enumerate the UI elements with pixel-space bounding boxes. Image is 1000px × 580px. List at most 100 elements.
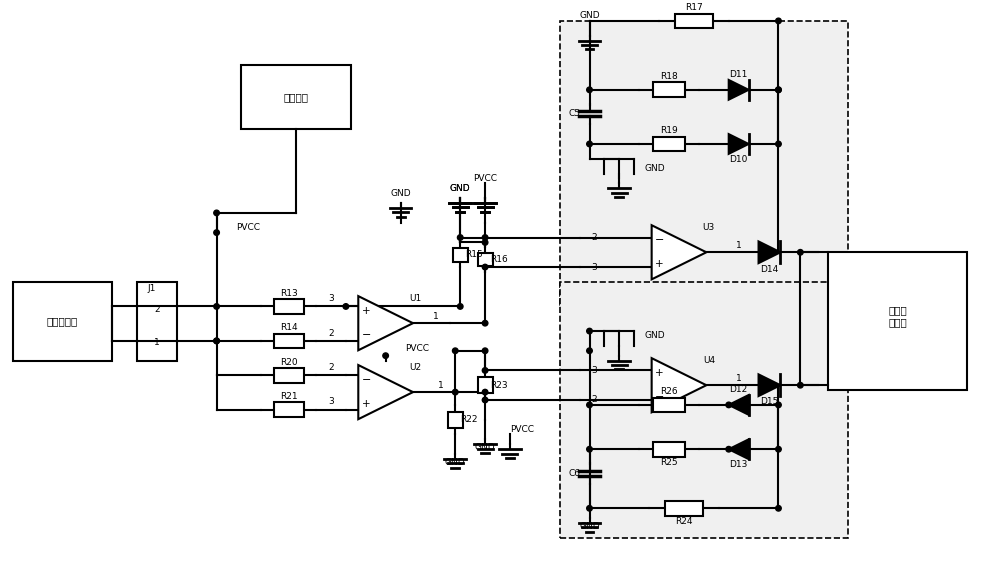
Circle shape <box>482 389 488 395</box>
Text: 3: 3 <box>592 366 597 375</box>
Text: GND: GND <box>579 12 600 20</box>
Text: R16: R16 <box>490 255 507 264</box>
Circle shape <box>457 235 463 240</box>
Bar <box>653 442 685 456</box>
Text: 2: 2 <box>328 328 334 338</box>
Circle shape <box>214 230 219 235</box>
Text: +: + <box>362 399 371 409</box>
Text: GND: GND <box>445 458 466 466</box>
Text: PVCC: PVCC <box>510 425 534 434</box>
Text: GND: GND <box>579 521 600 531</box>
Text: GND: GND <box>644 332 665 340</box>
Text: +: + <box>655 259 664 269</box>
Bar <box>653 82 685 97</box>
Text: U2: U2 <box>409 363 422 372</box>
Text: 3: 3 <box>592 263 597 271</box>
Circle shape <box>482 368 488 373</box>
Text: 3: 3 <box>328 397 334 407</box>
Text: 2: 2 <box>592 396 597 404</box>
Circle shape <box>482 264 488 270</box>
Polygon shape <box>729 134 749 154</box>
Text: −: − <box>362 375 371 385</box>
Bar <box>453 248 468 262</box>
Circle shape <box>587 328 592 334</box>
Circle shape <box>482 348 488 353</box>
Polygon shape <box>729 440 749 459</box>
Circle shape <box>776 18 781 24</box>
Bar <box>653 136 685 151</box>
Text: GND: GND <box>450 184 471 193</box>
Text: 1: 1 <box>736 241 742 250</box>
Text: 2: 2 <box>328 363 334 372</box>
Circle shape <box>776 141 781 147</box>
Polygon shape <box>652 225 706 280</box>
Text: −: − <box>655 392 664 403</box>
Text: C6: C6 <box>569 469 581 478</box>
Text: U4: U4 <box>703 356 715 365</box>
Text: PVCC: PVCC <box>236 223 260 232</box>
Text: R13: R13 <box>280 289 298 298</box>
Polygon shape <box>759 374 780 396</box>
Circle shape <box>452 348 458 353</box>
Text: R15: R15 <box>465 250 483 259</box>
Text: 1: 1 <box>154 338 160 347</box>
Circle shape <box>457 304 463 309</box>
Text: R19: R19 <box>660 126 678 135</box>
Text: GND: GND <box>644 164 665 173</box>
Circle shape <box>214 338 219 344</box>
Bar <box>448 412 463 428</box>
Circle shape <box>776 506 781 511</box>
Bar <box>274 368 304 383</box>
Text: D11: D11 <box>729 70 748 78</box>
Circle shape <box>587 141 592 147</box>
Circle shape <box>383 353 388 358</box>
Text: D15: D15 <box>760 397 779 407</box>
Text: R23: R23 <box>490 380 507 390</box>
Text: GND: GND <box>475 443 495 452</box>
Text: 1: 1 <box>736 374 742 383</box>
Circle shape <box>776 87 781 93</box>
Text: 3: 3 <box>328 294 334 303</box>
Text: R20: R20 <box>280 358 297 367</box>
Text: GND: GND <box>450 184 471 193</box>
Circle shape <box>798 249 803 255</box>
Text: GND: GND <box>390 188 411 198</box>
Text: PVCC: PVCC <box>473 174 497 183</box>
Text: C5: C5 <box>569 110 581 118</box>
Polygon shape <box>759 241 780 263</box>
Bar <box>478 253 493 266</box>
Text: +: + <box>655 368 664 378</box>
Circle shape <box>587 348 592 353</box>
Circle shape <box>726 402 732 408</box>
Circle shape <box>776 87 781 93</box>
Text: J1: J1 <box>147 284 155 293</box>
Text: R25: R25 <box>660 458 678 467</box>
Text: 线圈驱
动电路: 线圈驱 动电路 <box>888 306 907 327</box>
Text: 2: 2 <box>154 305 160 314</box>
Bar <box>13 282 112 361</box>
Circle shape <box>452 389 458 395</box>
Circle shape <box>343 304 349 309</box>
Text: 2: 2 <box>592 233 597 242</box>
Text: U1: U1 <box>409 294 422 303</box>
Text: R21: R21 <box>280 392 297 401</box>
Bar <box>274 299 304 314</box>
Text: D14: D14 <box>760 264 779 274</box>
Text: D13: D13 <box>729 461 748 469</box>
Bar <box>675 13 713 28</box>
Polygon shape <box>729 395 749 415</box>
Text: 外部控制源: 外部控制源 <box>47 316 78 326</box>
Circle shape <box>587 402 592 408</box>
Circle shape <box>587 87 592 93</box>
Text: D12: D12 <box>730 385 748 394</box>
Text: 1: 1 <box>437 380 443 390</box>
Text: R24: R24 <box>675 517 693 526</box>
Circle shape <box>482 397 488 403</box>
Circle shape <box>214 210 219 216</box>
Circle shape <box>482 320 488 326</box>
Text: +: + <box>362 306 371 316</box>
Text: D10: D10 <box>729 155 748 164</box>
Bar <box>560 282 848 538</box>
Polygon shape <box>652 358 706 412</box>
Polygon shape <box>358 365 413 419</box>
